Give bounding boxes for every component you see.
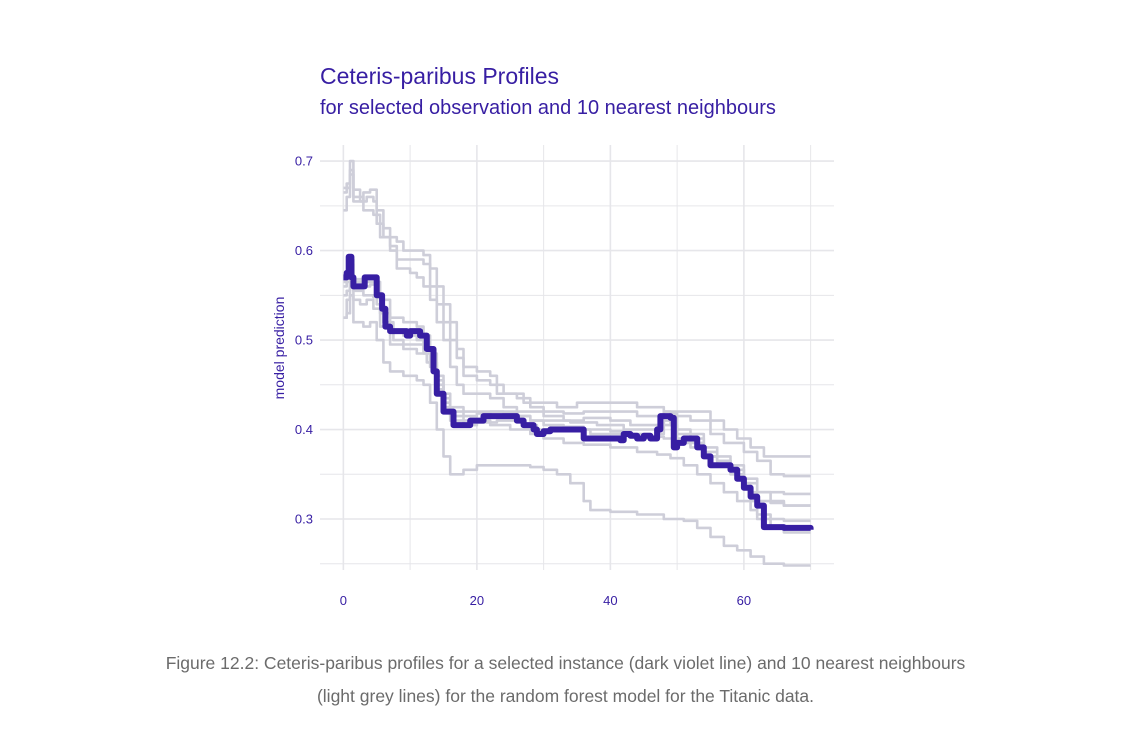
neighbour-profile-line [343, 168, 811, 507]
selected-observation-line [343, 253, 814, 531]
x-tick-label: 0 [340, 593, 347, 608]
neighbour-lines [343, 159, 811, 567]
neighbour-profile-line [343, 173, 811, 478]
y-tick-label: 0.4 [295, 422, 313, 437]
chart-svg: 0.3 0.4 0.5 0.6 0.7 0 20 40 60 Ceteris-paribus P… [271, 63, 834, 608]
caption-line-1: Figure 12.2: Ceteris-paribus profiles fo… [165, 653, 966, 673]
y-tick-label: 0.5 [295, 333, 313, 348]
figure-caption: Figure 12.2: Ceteris-paribus profiles fo… [40, 647, 1091, 713]
grid-layer [320, 145, 834, 570]
neighbour-profile-line [343, 276, 811, 534]
selected-profile-line [343, 253, 814, 531]
x-tick-label: 20 [470, 593, 484, 608]
neighbour-profile-line [343, 294, 811, 567]
chart-title: Ceteris-paribus Profiles [320, 63, 559, 89]
tick-labels: 0.3 0.4 0.5 0.6 0.7 0 20 40 60 [295, 154, 751, 608]
y-tick-label: 0.7 [295, 154, 313, 169]
x-tick-label: 40 [603, 593, 617, 608]
y-axis-label: model prediction [271, 297, 287, 400]
y-tick-label: 0.3 [295, 512, 313, 527]
chart-figure: 0.3 0.4 0.5 0.6 0.7 0 20 40 60 Ceteris-paribus P… [271, 63, 834, 608]
x-tick-label: 60 [737, 593, 751, 608]
chart-subtitle: for selected observation and 10 nearest … [320, 97, 776, 119]
caption-line-2: (light grey lines) for the random forest… [316, 686, 815, 706]
y-tick-label: 0.6 [295, 243, 313, 258]
